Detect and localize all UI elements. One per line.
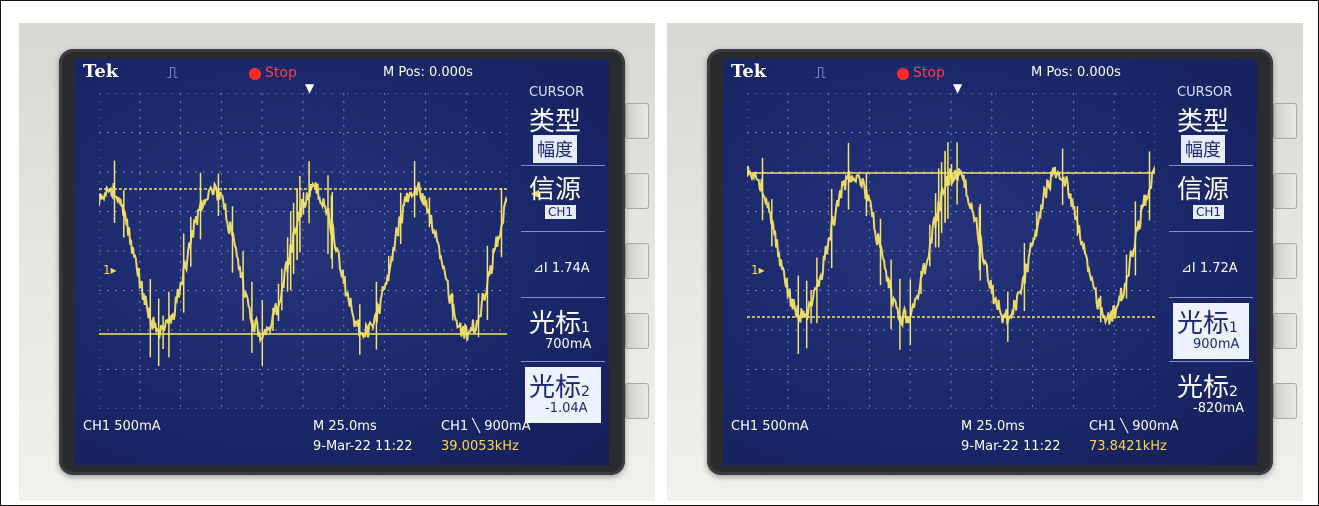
selected-cursor-highlight: [525, 367, 601, 423]
menu-source-value: CH1: [545, 205, 577, 219]
trigger-position-icon: ▼: [305, 81, 315, 95]
trigger-setting: CH1 ╲ 900mA: [441, 419, 531, 434]
cursor2-value: -820mA: [1193, 401, 1245, 416]
readout-bar: CH1 500mA M 25.0ms CH1 ╲ 900mA 9-Mar-22 …: [723, 415, 1257, 465]
cursor1-value: 700mA: [545, 337, 592, 352]
channel-ground-marker: 1▸: [103, 263, 117, 277]
menu-separator: [1169, 361, 1253, 362]
horizontal-position: M Pos: 0.000s: [1031, 65, 1121, 80]
side-button[interactable]: [625, 243, 649, 279]
menu-title: CURSOR: [529, 85, 585, 100]
oscilloscope-screen: Tek ⎍ Stop M Pos: 0.000s: [723, 59, 1257, 465]
cursor-menu: CURSOR 类型 幅度 信源 CH1 ⊿I 1.74A 光标1 700mA 光…: [521, 85, 605, 423]
oscilloscope-bezel: Tek ⎍ Stop M Pos: 0.000s: [707, 49, 1273, 475]
menu-type-value: 幅度: [533, 135, 577, 163]
cursor-delta: ⊿I 1.74A: [533, 261, 590, 276]
cursor-menu: CURSOR 类型 幅度 信源 CH1 ⊿I 1.72A 光标1 900mA 光…: [1169, 85, 1253, 416]
ch1-scale: CH1 500mA: [731, 419, 809, 434]
cursor1-label[interactable]: 光标1: [529, 309, 590, 339]
waveform-trace: [99, 160, 507, 367]
brand-logo: Tek: [83, 61, 119, 82]
graticule: [99, 93, 507, 409]
menu-title: CURSOR: [1177, 85, 1233, 100]
timebase: M 25.0ms: [313, 419, 377, 434]
side-button[interactable]: [625, 313, 649, 349]
trigger-level-marker: ◂: [531, 183, 540, 202]
timebase: M 25.0ms: [961, 419, 1025, 434]
status-bar: Tek ⎍ Stop M Pos: 0.000s: [75, 59, 609, 87]
stop-indicator-icon: [249, 68, 261, 80]
menu-separator: [1169, 165, 1253, 166]
menu-type-value: 幅度: [1181, 135, 1225, 163]
side-button[interactable]: [1273, 383, 1297, 419]
side-button[interactable]: [1273, 173, 1297, 209]
channel-ground-marker: 1▸: [751, 263, 765, 277]
menu-separator: [1169, 297, 1253, 298]
frequency-readout: 73.8421kHz: [1089, 439, 1167, 454]
trigger-position-icon: ▼: [953, 81, 963, 95]
cursor2-value: -1.04A: [545, 401, 588, 416]
trigger-type-icon: ⎍: [167, 63, 179, 82]
selected-cursor-highlight: [1173, 303, 1249, 359]
side-button[interactable]: [1273, 103, 1297, 139]
acquisition-status: Stop: [265, 65, 297, 81]
menu-type-label[interactable]: 类型: [1177, 107, 1230, 137]
acquisition-status: Stop: [913, 65, 945, 81]
date-time: 9-Mar-22 11:22: [961, 439, 1061, 454]
side-button[interactable]: [1273, 313, 1297, 349]
waveform-display: ▼ 1▸ ◂: [99, 81, 539, 409]
cursor2-label[interactable]: 光标2: [1177, 373, 1238, 403]
menu-type-label[interactable]: 类型: [529, 107, 582, 137]
side-button[interactable]: [1273, 243, 1297, 279]
cursor2-label[interactable]: 光标2: [529, 373, 590, 403]
frequency-readout: 39.0053kHz: [441, 439, 519, 454]
oscilloscope-screen: Tek ⎍ Stop M Pos: 0.000s: [75, 59, 609, 465]
ch1-scale: CH1 500mA: [83, 419, 161, 434]
side-button[interactable]: [625, 383, 649, 419]
oscilloscope-photo-left: Tek ⎍ Stop M Pos: 0.000s: [19, 23, 655, 501]
oscilloscope-photo-right: Tek ⎍ Stop M Pos: 0.000s: [667, 23, 1303, 501]
waveform-trace: [747, 142, 1155, 354]
trigger-setting: CH1 ╲ 900mA: [1089, 419, 1179, 434]
menu-separator: [521, 231, 605, 232]
menu-separator: [521, 361, 605, 362]
oscilloscope-bezel: Tek ⎍ Stop M Pos: 0.000s: [59, 49, 625, 475]
menu-source-label[interactable]: 信源: [529, 175, 582, 205]
menu-separator: [521, 165, 605, 166]
readout-bar: CH1 500mA M 25.0ms CH1 ╲ 900mA 9-Mar-22 …: [75, 415, 609, 465]
menu-source-value: CH1: [1193, 205, 1225, 219]
status-bar: Tek ⎍ Stop M Pos: 0.000s: [723, 59, 1257, 87]
horizontal-position: M Pos: 0.000s: [383, 65, 473, 80]
menu-separator: [521, 297, 605, 298]
cursor1-label[interactable]: 光标1: [1177, 309, 1238, 339]
trigger-type-icon: ⎍: [815, 63, 827, 82]
menu-source-label[interactable]: 信源: [1177, 175, 1230, 205]
menu-separator: [1169, 231, 1253, 232]
graticule: [747, 93, 1155, 409]
stop-indicator-icon: [897, 68, 909, 80]
cursor1-value: 900mA: [1193, 337, 1240, 352]
side-button[interactable]: [625, 103, 649, 139]
cursor-delta: ⊿I 1.72A: [1181, 261, 1238, 276]
brand-logo: Tek: [731, 61, 767, 82]
side-button[interactable]: [625, 173, 649, 209]
date-time: 9-Mar-22 11:22: [313, 439, 413, 454]
waveform-display: ▼ 1▸: [747, 81, 1155, 409]
